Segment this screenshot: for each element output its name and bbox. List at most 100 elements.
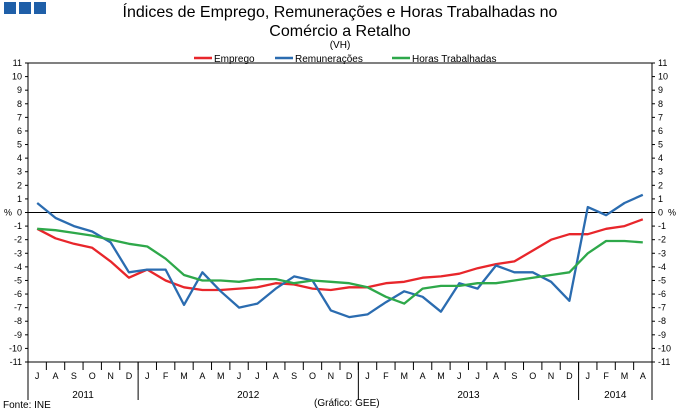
y-tick-label-right: 9 bbox=[658, 85, 663, 95]
x-tick-label: M bbox=[621, 371, 629, 381]
y-tick-label-right: -8 bbox=[658, 316, 666, 326]
x-tick-label: J bbox=[475, 371, 480, 381]
year-label: 2013 bbox=[457, 390, 480, 401]
x-tick-label: J bbox=[237, 371, 242, 381]
y-tick-label-left: -5 bbox=[14, 275, 22, 285]
chart-subtitle: (VH) bbox=[329, 40, 351, 51]
y-tick-label-right: -6 bbox=[658, 289, 666, 299]
logo-squares bbox=[4, 2, 46, 14]
legend-label: Remunerações bbox=[295, 54, 363, 65]
legend-label: Horas Trabalhadas bbox=[412, 54, 497, 65]
y-tick-label-left: 10 bbox=[12, 72, 22, 82]
y-tick-label-left: -10 bbox=[9, 343, 22, 353]
y-tick-label-left: 4 bbox=[17, 153, 22, 163]
y-tick-label-left: 0 bbox=[17, 208, 22, 218]
y-tick-label-left: -2 bbox=[14, 235, 22, 245]
x-tick-label: J bbox=[145, 371, 150, 381]
x-tick-label: A bbox=[199, 371, 205, 381]
x-tick-label: D bbox=[566, 371, 573, 381]
y-tick-label-left: 11 bbox=[13, 58, 22, 68]
credit-note: (Gráfico: GEE) bbox=[314, 398, 380, 409]
x-tick-label: J bbox=[586, 371, 591, 381]
y-tick-label-left: 9 bbox=[17, 85, 22, 95]
y-tick-label-left: -11 bbox=[10, 357, 22, 367]
y-tick-label-left: 6 bbox=[17, 126, 22, 136]
y-tick-label-right: 1 bbox=[658, 194, 663, 204]
y-tick-label-left: -1 bbox=[14, 221, 22, 231]
x-tick-label: S bbox=[511, 371, 517, 381]
x-tick-label: S bbox=[291, 371, 297, 381]
y-tick-label-right: 10 bbox=[658, 72, 668, 82]
unit-label-left: % bbox=[4, 208, 12, 218]
y-tick-label-right: 11 bbox=[658, 58, 667, 68]
y-tick-label-left: 2 bbox=[17, 180, 22, 190]
x-tick-label: O bbox=[89, 371, 96, 381]
x-tick-label: M bbox=[400, 371, 408, 381]
logo-square bbox=[34, 2, 46, 14]
y-tick-label-right: 7 bbox=[658, 112, 663, 122]
x-tick-label: A bbox=[493, 371, 499, 381]
y-tick-label-right: 3 bbox=[658, 167, 663, 177]
x-tick-label: M bbox=[180, 371, 188, 381]
y-tick-label-left: -8 bbox=[14, 316, 22, 326]
legend-label: Emprego bbox=[214, 54, 255, 65]
y-tick-label-right: 8 bbox=[658, 99, 663, 109]
x-tick-label: A bbox=[53, 371, 59, 381]
source-note: Fonte: INE bbox=[3, 400, 51, 411]
x-tick-label: J bbox=[457, 371, 462, 381]
logo-square bbox=[4, 2, 16, 14]
y-tick-label-right: -9 bbox=[658, 330, 666, 340]
logo-square bbox=[19, 2, 31, 14]
y-tick-label-right: -7 bbox=[658, 303, 666, 313]
y-tick-label-right: -11 bbox=[658, 357, 670, 367]
x-tick-label: F bbox=[163, 371, 169, 381]
x-tick-label: J bbox=[255, 371, 260, 381]
year-label: 2014 bbox=[604, 390, 627, 401]
y-tick-label-right: 4 bbox=[658, 153, 663, 163]
x-tick-label: J bbox=[365, 371, 370, 381]
series-line-emprego bbox=[36, 218, 644, 292]
y-tick-label-left: -4 bbox=[14, 262, 22, 272]
x-tick-label: M bbox=[217, 371, 225, 381]
x-tick-label: F bbox=[383, 371, 389, 381]
y-tick-label-right: 2 bbox=[658, 180, 663, 190]
x-tick-label: N bbox=[107, 371, 114, 381]
x-tick-label: S bbox=[71, 371, 77, 381]
y-tick-label-left: -7 bbox=[14, 303, 22, 313]
x-tick-label: O bbox=[309, 371, 316, 381]
y-tick-label-left: -9 bbox=[14, 330, 22, 340]
x-tick-label: A bbox=[273, 371, 279, 381]
y-tick-label-left: 7 bbox=[17, 112, 22, 122]
x-tick-label: J bbox=[35, 371, 40, 381]
x-tick-label: F bbox=[603, 371, 609, 381]
y-tick-label-left: -3 bbox=[14, 248, 22, 258]
x-tick-label: N bbox=[328, 371, 335, 381]
y-tick-label-right: -5 bbox=[658, 275, 666, 285]
y-tick-label-right: 6 bbox=[658, 126, 663, 136]
y-tick-label-right: -1 bbox=[658, 221, 666, 231]
x-tick-label: N bbox=[548, 371, 555, 381]
y-tick-label-left: -6 bbox=[14, 289, 22, 299]
y-tick-label-right: -3 bbox=[658, 248, 666, 258]
chart-title-line2: Comércio a Retalho bbox=[269, 23, 411, 40]
x-tick-label: D bbox=[346, 371, 353, 381]
y-tick-label-left: 8 bbox=[17, 99, 22, 109]
y-tick-label-right: -2 bbox=[658, 235, 666, 245]
x-tick-label: M bbox=[437, 371, 445, 381]
x-tick-label: O bbox=[529, 371, 536, 381]
y-tick-label-right: 5 bbox=[658, 140, 663, 150]
y-tick-label-right: 0 bbox=[658, 208, 663, 218]
y-tick-label-right: -4 bbox=[658, 262, 666, 272]
x-tick-label: A bbox=[640, 371, 646, 381]
year-label: 2011 bbox=[72, 390, 94, 401]
chart-title-line1: Índices de Emprego, Remunerações e Horas… bbox=[122, 4, 558, 21]
x-tick-label: D bbox=[126, 371, 133, 381]
y-tick-label-left: 5 bbox=[17, 140, 22, 150]
unit-label-right: % bbox=[668, 208, 676, 218]
series-line-remunera-es bbox=[36, 193, 644, 319]
year-label: 2012 bbox=[237, 390, 260, 401]
series-line-horas-trabalhadas bbox=[37, 227, 643, 305]
x-tick-label: A bbox=[420, 371, 426, 381]
y-tick-label-left: 1 bbox=[17, 194, 22, 204]
